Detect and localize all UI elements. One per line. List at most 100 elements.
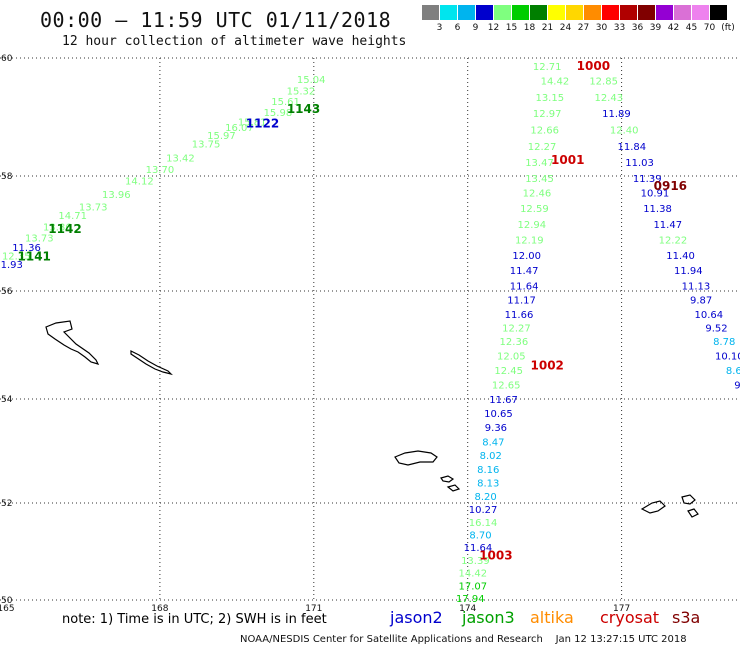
wave-height-label: 13.75 bbox=[192, 140, 221, 151]
island-outline bbox=[394, 450, 438, 466]
scale-swatch bbox=[548, 5, 565, 20]
wave-height-label: 12.66 bbox=[530, 126, 559, 137]
wave-height-label: 9.36 bbox=[485, 423, 507, 434]
lon-tick-label: 174 bbox=[459, 604, 476, 614]
wave-height-label: 8.13 bbox=[477, 478, 499, 489]
wave-height-label: 15.32 bbox=[287, 87, 316, 98]
page-subtitle: 12 hour collection of altimeter wave hei… bbox=[62, 34, 407, 49]
wave-height-label: 11.93 bbox=[0, 260, 23, 271]
wave-height-label: 11.94 bbox=[674, 266, 703, 277]
wave-height-label: 12.35 bbox=[2, 251, 31, 262]
wave-height-label: 8.02 bbox=[480, 451, 502, 462]
wave-height-label: 12.22 bbox=[659, 235, 688, 246]
wave-height-label: 8.47 bbox=[482, 437, 504, 448]
wave-height-label: 9.87 bbox=[690, 295, 712, 306]
scale-label: 70 bbox=[703, 23, 716, 33]
wave-height-label: 12.36 bbox=[500, 337, 529, 348]
wave-height-label: 11.39 bbox=[633, 174, 662, 185]
footer-credit: NOAA/NESDIS Center for Satellite Applica… bbox=[240, 634, 687, 645]
wave-height-label: 17.94 bbox=[456, 594, 485, 605]
scale-swatch bbox=[476, 5, 493, 20]
wave-height-label: 13.70 bbox=[146, 165, 175, 176]
island-outline bbox=[640, 500, 666, 514]
scale-label: 33 bbox=[613, 23, 626, 33]
wave-height-label: 13.73 bbox=[25, 234, 54, 245]
lat-tick-label: 58 bbox=[1, 172, 13, 182]
wave-height-label: 11.47 bbox=[653, 220, 682, 231]
wave-height-label: 10.64 bbox=[694, 310, 723, 321]
wave-height-label: 11.36 bbox=[12, 243, 41, 254]
lon-tick-label: 177 bbox=[613, 604, 630, 614]
lat-tick-label: 60 bbox=[1, 54, 13, 64]
scale-label: 36 bbox=[631, 23, 644, 33]
island-outline bbox=[687, 508, 699, 518]
wave-height-label: 15.98 bbox=[264, 108, 293, 119]
satellite-cryosat: cryosat bbox=[600, 608, 660, 627]
satellite-altika: altika bbox=[530, 608, 574, 627]
pass-time-label: 1141 bbox=[18, 250, 51, 264]
wave-height-label: 14.42 bbox=[459, 569, 488, 580]
lat-tick-label: 56 bbox=[1, 287, 13, 297]
wave-height-label: 17.07 bbox=[459, 581, 488, 592]
wave-height-label: 11.17 bbox=[507, 295, 536, 306]
wave-height-label: 12.05 bbox=[497, 352, 526, 363]
wave-height-label: 12.97 bbox=[533, 109, 562, 120]
wave-height-label: 14.12 bbox=[125, 177, 154, 188]
scale-swatch bbox=[494, 5, 511, 20]
lat-tick-label: 52 bbox=[1, 499, 12, 509]
scale-swatch bbox=[692, 5, 709, 20]
wave-height-label: 11.84 bbox=[618, 142, 647, 153]
wave-height-label: 12.59 bbox=[520, 204, 549, 215]
scale-label: 15 bbox=[505, 23, 518, 33]
scale-label: 18 bbox=[523, 23, 536, 33]
scale-label: 30 bbox=[595, 23, 608, 33]
wave-height-label: 12.00 bbox=[512, 251, 541, 262]
scale-swatch bbox=[584, 5, 601, 20]
wave-height-label: 12.40 bbox=[610, 126, 639, 137]
pass-time-label: 1000 bbox=[577, 59, 610, 73]
page-title: 00:00 — 11:59 UTC 01/11/2018 bbox=[40, 8, 392, 32]
island-outline bbox=[681, 494, 696, 505]
pass-time-label: 1002 bbox=[531, 358, 564, 372]
scale-label: 9 bbox=[472, 23, 479, 33]
wave-height-label: 13.42 bbox=[166, 153, 195, 164]
scale-swatch bbox=[638, 5, 655, 20]
wave-height-label: 13.96 bbox=[102, 190, 131, 201]
wave-height-label: 13.15 bbox=[535, 93, 564, 104]
wave-height-label: 10.65 bbox=[484, 409, 513, 420]
pass-time-label: 0916 bbox=[654, 179, 687, 193]
scale-label: 24 bbox=[559, 23, 572, 33]
pass-time-label: 1001 bbox=[551, 153, 584, 167]
scale-label: 21 bbox=[541, 23, 554, 33]
wave-height-label: 12.27 bbox=[502, 324, 531, 335]
pass-time-label: 1143 bbox=[287, 102, 320, 116]
scale-swatch bbox=[530, 5, 547, 20]
scale-swatch bbox=[620, 5, 637, 20]
scale-swatch bbox=[602, 5, 619, 20]
wave-height-label: 14.42 bbox=[541, 77, 570, 88]
scale-label: 3 bbox=[436, 23, 443, 33]
wave-height-label: 10.27 bbox=[469, 505, 498, 516]
wave-height-label: 12.43 bbox=[594, 93, 623, 104]
wave-height-label: 13.47 bbox=[525, 158, 554, 169]
scale-label: 27 bbox=[577, 23, 590, 33]
scale-swatch bbox=[674, 5, 691, 20]
wave-height-label: 12.27 bbox=[528, 142, 557, 153]
wave-height-label: 11.38 bbox=[643, 204, 672, 215]
pass-time-label: 1003 bbox=[479, 548, 512, 562]
island-outline bbox=[446, 484, 461, 492]
satellite-jason3: jason3 bbox=[462, 608, 515, 627]
wave-height-label: 12.94 bbox=[518, 220, 547, 231]
wave-height-label: 11.89 bbox=[602, 109, 631, 120]
wave-height-label: 11.40 bbox=[666, 251, 695, 262]
wave-height-label: 9.4 bbox=[734, 381, 740, 392]
wave-height-label: 12.71 bbox=[533, 62, 562, 73]
scale-swatch bbox=[440, 5, 457, 20]
lat-tick-label: 50 bbox=[1, 596, 13, 606]
scale-swatch bbox=[656, 5, 673, 20]
wave-height-label: 11.47 bbox=[510, 266, 539, 277]
wave-height-label: 15.61 bbox=[271, 97, 300, 108]
wave-height-label: 10.91 bbox=[641, 189, 670, 200]
wave-height-label: 13.39 bbox=[461, 556, 490, 567]
